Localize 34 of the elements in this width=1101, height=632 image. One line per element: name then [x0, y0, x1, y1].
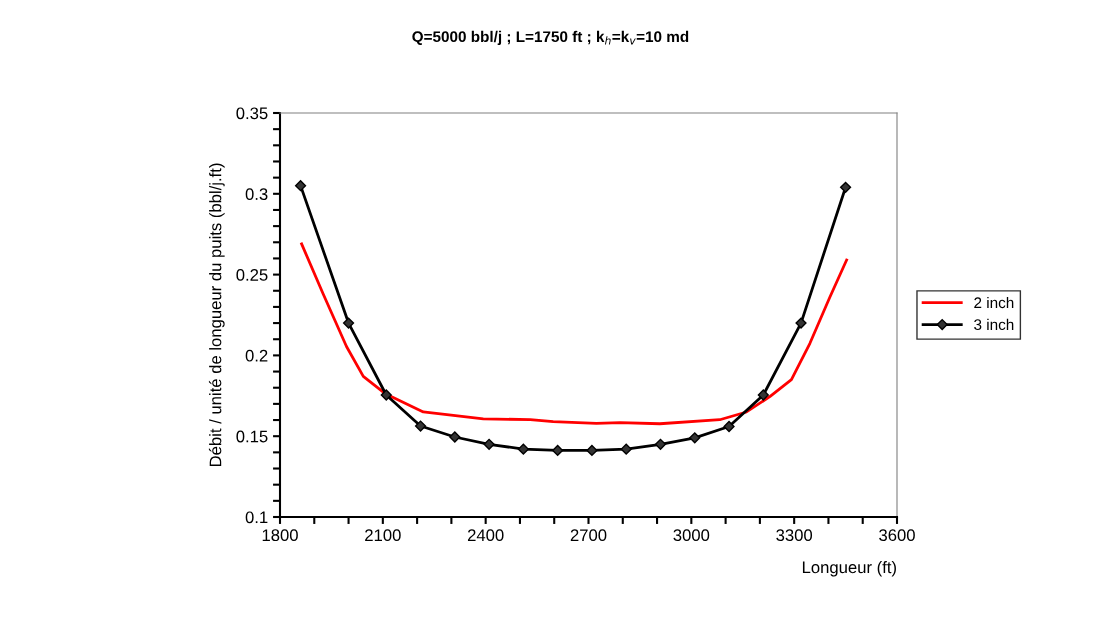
x-tick-label: 2400 — [467, 529, 504, 542]
y-tick-label: 0.35 — [236, 107, 268, 120]
y-tick-label: 0.1 — [245, 511, 268, 524]
point — [586, 444, 598, 457]
x-tick-label: 3300 — [776, 529, 813, 542]
x-tick-label: 3600 — [879, 529, 915, 542]
legend-label: 3 inch — [974, 318, 1014, 331]
y-tick-label: 0.2 — [245, 349, 268, 362]
y-tick-label: 0.3 — [245, 188, 268, 200]
x-tick-label: 2100 — [365, 529, 401, 542]
point — [449, 431, 461, 443]
chart-title: Q=5000 bbl/j ; L=1750 ft ; k$_{h}$=k$_{v}$=10 md — [412, 30, 689, 46]
point — [654, 438, 667, 450]
point — [620, 443, 632, 455]
x-tick-label: 2700 — [570, 529, 607, 542]
point — [342, 317, 355, 329]
line-series — [300, 242, 848, 426]
point — [483, 438, 495, 450]
y-tick-label: 0.15 — [236, 430, 268, 443]
x-axis-title: Longueur (ft) — [802, 561, 896, 577]
point — [839, 181, 852, 193]
point — [552, 444, 564, 457]
x-tick-label: 1800 — [262, 529, 298, 542]
point — [689, 432, 701, 444]
x-tick-label: 3000 — [673, 529, 710, 542]
y-tick-label: 0.25 — [236, 269, 268, 281]
point — [414, 420, 427, 432]
point — [380, 389, 392, 401]
point — [723, 420, 735, 433]
point — [757, 389, 769, 401]
point — [294, 180, 307, 192]
y-axis-title: Débit / unité de longueur du puits (bbl/j.ft) — [208, 163, 225, 467]
point — [517, 443, 529, 455]
legend-label: 2 inch — [974, 296, 1014, 309]
